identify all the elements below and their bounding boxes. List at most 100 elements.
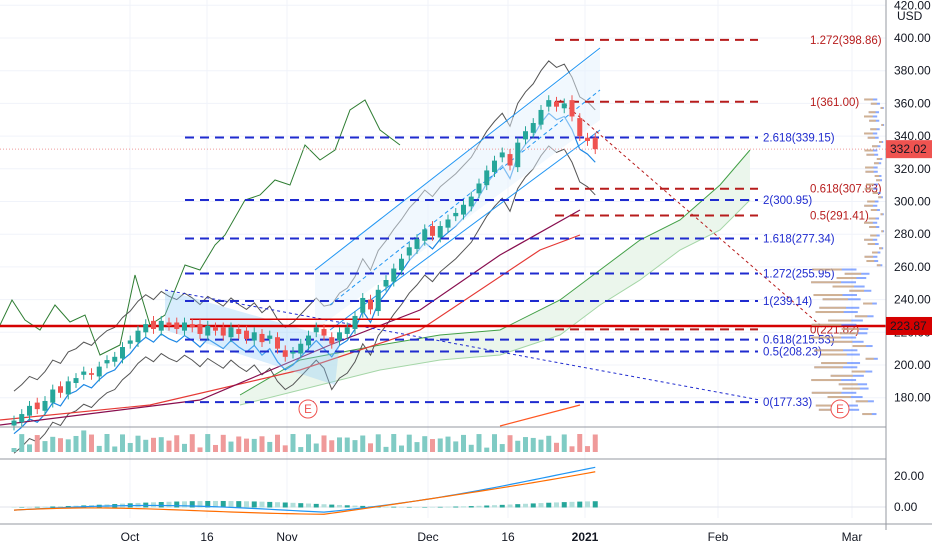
time-tick-label: Mar [842,530,863,544]
vp-bar-down [864,221,873,224]
vp-bar-down [814,349,844,352]
volume-bar [236,436,242,452]
candle-body [197,324,203,334]
vp-bar-down [836,277,857,280]
projection-blue [164,289,761,401]
vp-bar-down [811,323,842,326]
candle-body [554,101,559,107]
fib-label: 2.618(339.15) [763,132,835,144]
macd-hist-bar [476,505,482,508]
candle-body [507,154,513,166]
price-tick-label: 300.00 [894,195,931,209]
volume-bar [166,440,172,452]
volume-bar [344,437,350,452]
volume-bar [453,441,459,452]
last-price-badge [886,140,932,159]
volume-bar [220,434,226,452]
vp-bar-down [864,98,873,101]
candle-body [585,137,590,142]
macd-hist-bar [174,501,180,508]
volume-bar [577,434,583,452]
vp-bar-down [878,196,882,199]
candle-body [259,333,265,343]
earnings-event-label: E [304,404,312,416]
candle-body [282,350,288,357]
candle-body [306,335,311,346]
macd-hist-bar [515,504,521,508]
volume-bar [445,436,451,452]
price-tick-label: 180.00 [894,391,931,405]
macd-hist-bar [213,500,218,508]
time-tick-label: Dec [417,530,438,544]
volume-bar [375,434,381,452]
volume-bar [391,434,397,452]
macd-hist-bar [298,503,304,508]
volume-bar [437,438,443,452]
vp-bar-down [881,230,884,233]
vp-bar-down [819,306,846,309]
macd-hist-bar [399,506,404,508]
vp-bar-down [872,191,879,194]
macd-hist-bar [445,506,451,508]
volume-bar [267,441,273,452]
candle-body [182,322,187,331]
vp-bar-down [872,251,878,254]
volume-bar [592,434,598,452]
volume-bar [81,430,87,452]
candle-body [561,103,567,109]
macd-hist-bar [569,501,575,508]
volume-bar [205,434,211,452]
macd-hist-bar [344,505,350,508]
volume-bar [151,437,156,452]
candle-body [569,100,575,117]
vp-bar-down [820,353,847,356]
macd-hist-bar [437,506,443,508]
macd-hist-bar [360,505,366,508]
candle-body [166,322,172,326]
vp-bar-down [869,226,876,229]
signal-line [13,471,596,515]
volume-bar [554,442,559,452]
candle-body [81,371,87,375]
candle-body [445,219,451,228]
candle-body [352,315,358,330]
candle-body [112,356,118,362]
candles [11,95,598,431]
volume-bar [515,440,521,452]
vp-bar-down [867,243,876,246]
macd-hist-bar [313,503,319,508]
candle-body [577,118,583,137]
vp-bar-down [828,319,852,322]
macd-hist-bar [492,505,497,508]
volume-bar [298,447,304,452]
vp-bar-down [868,217,876,220]
time-tick-label: 16 [200,530,214,544]
candle-body [104,360,110,364]
vp-bar-down [838,383,858,386]
macd-hist-bar [205,500,211,508]
vp-bar-down [872,145,878,148]
candle-body [313,327,319,333]
macd-hist-bar [414,506,420,508]
vp-bar-down [880,213,883,216]
volume-profile [811,98,885,416]
macd-hist-bar [189,501,195,508]
vp-bar-down [870,102,877,105]
vp-bar-down [854,315,868,318]
vp-bar-down [814,366,843,369]
vp-bar-down [870,209,877,212]
volume-bar [282,445,288,452]
volume-bar [197,447,203,452]
volume-bar [492,434,497,452]
vp-bar-down [864,238,873,241]
macd-hist-bar [244,501,249,508]
volume-bar [484,447,490,452]
price-tick-label: 340.00 [894,129,931,143]
volume-bar [585,446,590,452]
vp-bar-down [866,153,875,156]
candle-body [275,337,280,349]
price-tick-label: 320.00 [894,162,931,176]
vp-bar-down [815,404,844,407]
